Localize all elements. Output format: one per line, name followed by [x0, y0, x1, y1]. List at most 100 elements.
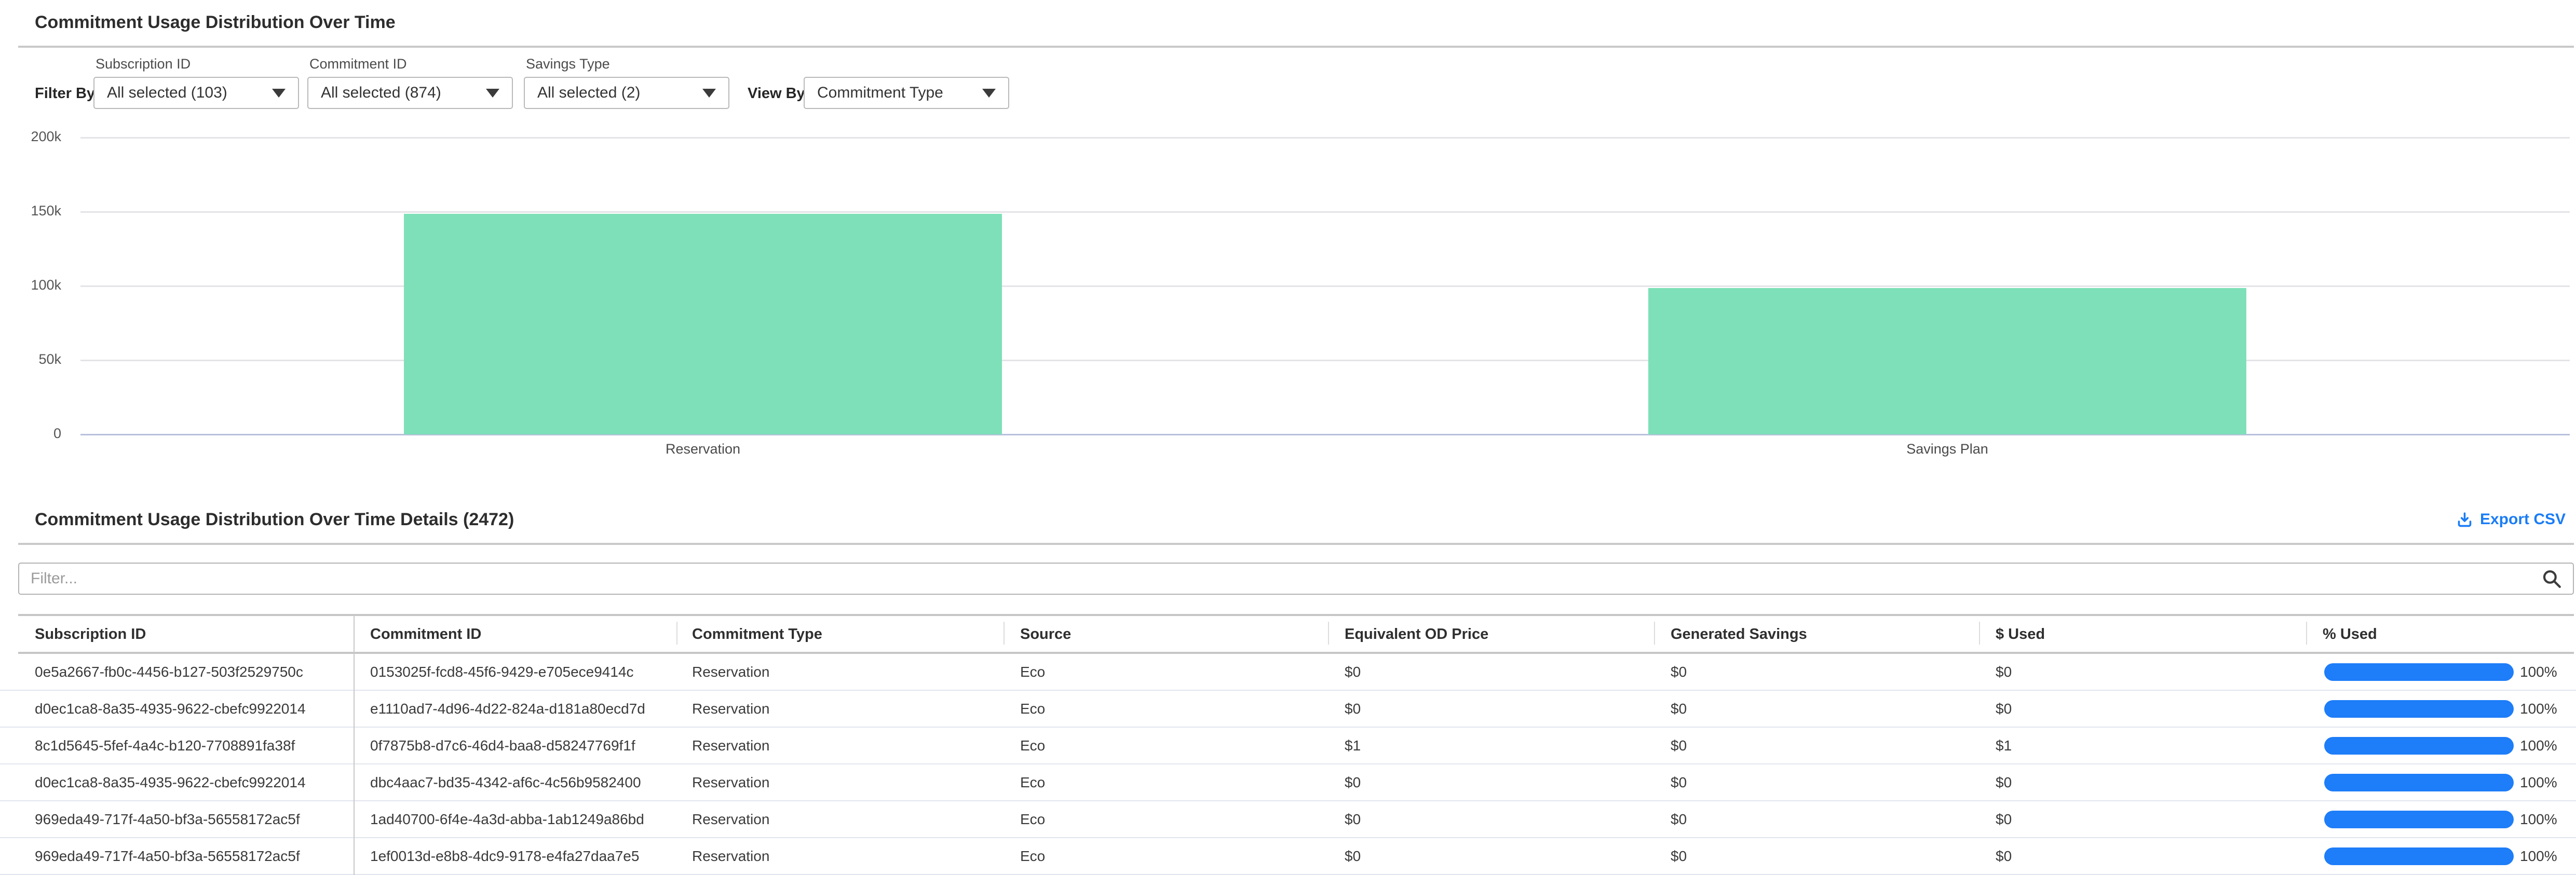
- page-title: Commitment Usage Distribution Over Time: [35, 12, 396, 32]
- gridline: [80, 285, 2570, 287]
- cell-subscription-id: d0ec1ca8-8a35-4935-9622-cbefc9922014: [35, 774, 306, 790]
- chevron-down-icon: [982, 88, 996, 98]
- cell-generated-savings: $0: [1671, 737, 1687, 754]
- column-header-used[interactable]: % Used: [2323, 626, 2377, 642]
- usage-progress-bar: [2324, 810, 2514, 828]
- y-axis-tick-50k: 50k: [38, 351, 61, 367]
- cell-used: $0: [1996, 700, 2012, 717]
- table-row: d0ec1ca8-8a35-4935-9622-cbefc9922014 dbc4…: [0, 764, 2576, 801]
- cell-source: Eco: [1020, 847, 1046, 864]
- cell-generated-savings: $0: [1671, 663, 1687, 680]
- usage-progress-bar: [2324, 847, 2514, 865]
- cell-equivalent-od-price: $0: [1345, 847, 1361, 864]
- view-by-label: View By:: [748, 85, 810, 102]
- header-separator: [676, 622, 677, 645]
- cell-generated-savings: $0: [1671, 811, 1687, 827]
- table-row: 969eda49-717f-4a50-bf3a-56558172ac5f 1ad4…: [0, 801, 2576, 838]
- column-header-equivalent-od-price[interactable]: Equivalent OD Price: [1345, 626, 1489, 642]
- cell-commitment-id: 0153025f-fcd8-45f6-9429-e705ece9414c: [370, 663, 634, 680]
- table-row: 969eda49-717f-4a50-bf3a-56558172ac5f 1ef0…: [0, 838, 2576, 875]
- column-divider: [354, 614, 355, 875]
- usage-progress-bar: [2324, 736, 2514, 755]
- cell-commitment-type: Reservation: [692, 663, 770, 680]
- y-axis-tick-0: 0: [53, 426, 61, 441]
- chevron-down-icon: [702, 88, 716, 98]
- cell-pct-used: 100%: [2520, 811, 2557, 827]
- cell-equivalent-od-price: $1: [1345, 737, 1361, 754]
- cell-source: Eco: [1020, 774, 1046, 790]
- y-axis-tick-100k: 100k: [31, 277, 61, 293]
- cell-source: Eco: [1020, 663, 1046, 680]
- y-axis-tick-200k: 200k: [31, 129, 61, 144]
- commitment-id-label: Commitment ID: [309, 56, 407, 72]
- column-header-generated-savings[interactable]: Generated Savings: [1671, 626, 1807, 642]
- table-row: d0ec1ca8-8a35-4935-9622-cbefc9922014 e111…: [0, 691, 2576, 728]
- cell-commitment-id: 1ef0013d-e8b8-4dc9-9178-e4fa27daa7e5: [370, 847, 640, 864]
- column-header-used[interactable]: $ Used: [1996, 626, 2045, 642]
- cell-equivalent-od-price: $0: [1345, 811, 1361, 827]
- y-axis-tick-150k: 150k: [31, 203, 61, 218]
- savings-type-select[interactable]: All selected (2): [524, 77, 729, 109]
- header-separator: [1004, 622, 1005, 645]
- cell-equivalent-od-price: $0: [1345, 663, 1361, 680]
- cell-subscription-id: 969eda49-717f-4a50-bf3a-56558172ac5f: [35, 811, 300, 827]
- commitment-id-select[interactable]: All selected (874): [307, 77, 513, 109]
- subscription-id-select[interactable]: All selected (103): [93, 77, 299, 109]
- cell-generated-savings: $0: [1671, 774, 1687, 790]
- cell-subscription-id: 969eda49-717f-4a50-bf3a-56558172ac5f: [35, 847, 300, 864]
- title-divider: [18, 46, 2574, 48]
- usage-progress-bar: [2324, 773, 2514, 791]
- cell-commitment-id: e1110ad7-4d96-4d22-824a-d181a80ecd7d: [370, 700, 645, 717]
- cell-source: Eco: [1020, 811, 1046, 827]
- cell-generated-savings: $0: [1671, 847, 1687, 864]
- cell-source: Eco: [1020, 737, 1046, 754]
- savings-type-value: All selected (2): [537, 84, 641, 101]
- cell-pct-used: 100%: [2520, 700, 2557, 717]
- filter-by-label: Filter By:: [35, 85, 100, 102]
- table-filter: [18, 563, 2574, 595]
- x-axis-line: [80, 434, 2570, 435]
- cell-commitment-type: Reservation: [692, 737, 770, 754]
- table-row: 0e5a2667-fb0c-4456-b127-503f2529750c 0153…: [0, 654, 2576, 691]
- subscription-id-value: All selected (103): [107, 84, 227, 101]
- view-by-select[interactable]: Commitment Type: [804, 77, 1009, 109]
- column-header-commitment-type[interactable]: Commitment Type: [692, 626, 822, 642]
- bar-savings-plan[interactable]: [1648, 288, 2246, 434]
- cell-commitment-id: dbc4aac7-bd35-4342-af6c-4c56b9582400: [370, 774, 641, 790]
- chevron-down-icon: [486, 88, 499, 98]
- download-icon: [2458, 512, 2472, 527]
- table-row: 8c1d5645-5fef-4a4c-b120-7708891fa38f 0f78…: [0, 728, 2576, 764]
- cell-commitment-type: Reservation: [692, 774, 770, 790]
- gridline: [80, 137, 2570, 139]
- gridline: [80, 211, 2570, 213]
- cell-commitment-type: Reservation: [692, 700, 770, 717]
- cell-commitment-id: 0f7875b8-d7c6-46d4-baa8-d58247769f1f: [370, 737, 635, 754]
- cell-subscription-id: d0ec1ca8-8a35-4935-9622-cbefc9922014: [35, 700, 306, 717]
- bar-reservation[interactable]: [404, 214, 1002, 434]
- header-separator: [1654, 622, 1655, 645]
- usage-progress-bar: [2324, 700, 2514, 718]
- savings-type-label: Savings Type: [526, 56, 610, 72]
- cell-commitment-type: Reservation: [692, 811, 770, 827]
- header-separator: [1979, 622, 1980, 645]
- usage-progress-bar: [2324, 663, 2514, 681]
- cell-equivalent-od-price: $0: [1345, 700, 1361, 717]
- cell-used: $0: [1996, 663, 2012, 680]
- header-bottom-border: [18, 652, 2574, 654]
- column-header-commitment-id[interactable]: Commitment ID: [370, 626, 482, 642]
- cell-subscription-id: 0e5a2667-fb0c-4456-b127-503f2529750c: [35, 663, 303, 680]
- commitment-id-value: All selected (874): [321, 84, 441, 101]
- x-axis-label-reservation: Reservation: [665, 441, 741, 457]
- column-header-source[interactable]: Source: [1020, 626, 1072, 642]
- table-filter-input[interactable]: [19, 564, 2573, 594]
- cell-pct-used: 100%: [2520, 774, 2557, 790]
- cell-source: Eco: [1020, 700, 1046, 717]
- cell-used: $0: [1996, 811, 2012, 827]
- cell-subscription-id: 8c1d5645-5fef-4a4c-b120-7708891fa38f: [35, 737, 295, 754]
- export-csv-link[interactable]: Export CSV: [2456, 511, 2566, 528]
- column-header-subscription-id[interactable]: Subscription ID: [35, 626, 146, 642]
- search-icon[interactable]: [2541, 568, 2563, 590]
- cell-pct-used: 100%: [2520, 737, 2557, 754]
- details-divider: [18, 543, 2574, 545]
